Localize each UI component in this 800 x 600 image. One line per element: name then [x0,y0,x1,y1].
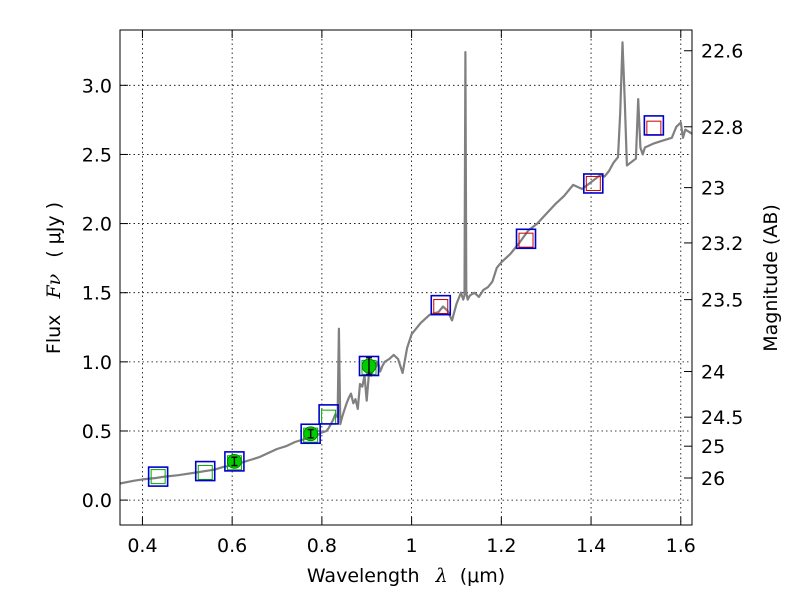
y-tick-label: 2.5 [82,144,112,166]
x-axis-label-symbol: λ [435,565,448,587]
mag-tick-label: 22.8 [701,117,743,139]
model-photometry-point [433,299,449,315]
mag-tick-label: 23.5 [701,290,743,312]
plot-frame [119,29,693,526]
mag-tick-label: 23.2 [701,233,743,255]
observed-photometry-point [194,460,216,482]
spectrum-layer [119,41,693,485]
observed-photometry-point [358,355,380,377]
y-axis-label-text: Flux [43,315,65,355]
model-photometry-point [197,464,213,480]
svg-text:Flux Fν ( μJy ): Flux Fν ( μJy ) [43,202,65,354]
observed-photometry-point [224,451,245,472]
x-tick-label: 0.4 [127,535,157,557]
model-photometry-point [150,469,166,485]
x-axis-label: Wavelength λ (μm) [307,565,505,587]
model-photometry-point [518,232,534,248]
y-tick-label: 1.0 [82,352,112,374]
model-spectrum-line [119,41,693,485]
axis-ticks: 0.4 0.6 0.8 1 1.2 1.4 1.6 0.0 0.5 1.0 1.5 2.0 2.5 3.0… [82,30,743,557]
observed-photometry-point [515,228,537,250]
observed-photometry-point [147,466,169,487]
y-tick-label: 1.5 [82,283,112,305]
mag-tick-label: 24 [701,362,725,384]
right-axis-label-text: Magnitude (AB) [760,204,782,352]
model-photometry-point [585,175,601,191]
x-tick-label: 1.6 [666,535,696,557]
x-tick-label: 1 [406,535,418,557]
svg-text:Wavelength λ (μm): Wavelength λ (μm) [307,565,505,587]
y-axis-label-unit: ( μJy ) [43,202,65,258]
x-tick-label: 0.6 [217,535,247,557]
right-axis-label: Magnitude (AB) [760,204,782,352]
x-tick-label: 0.8 [307,535,337,557]
photometry-points [147,115,665,487]
plot-area [120,30,692,525]
mag-tick-label: 22.6 [701,41,743,63]
y-tick-label: 2.0 [82,214,112,236]
y-tick-label: 0.0 [82,490,112,512]
observed-photometry-point [430,294,452,316]
observed-photometry-point [643,115,665,136]
x-axis-label-text: Wavelength [307,565,420,587]
mag-tick-label: 26 [701,468,725,490]
observed-photometry-point [318,404,339,425]
observed-photometry-point [300,423,321,445]
x-axis-label-unit: (μm) [460,565,505,587]
y-tick-label: 0.5 [82,421,112,443]
y-axis-label: Flux Fν ( μJy ) [43,202,65,354]
observed-photometry-point [583,173,604,194]
mag-tick-label: 25 [701,436,725,458]
x-tick-label: 1.4 [576,535,606,557]
x-tick-label: 1.2 [486,535,516,557]
mag-tick-label: 23 [701,178,725,200]
y-axis-label-symbol: Fν [43,273,65,299]
y-tick-label: 3.0 [82,75,112,97]
grid [120,30,692,525]
mag-tick-label: 24.5 [701,407,743,429]
